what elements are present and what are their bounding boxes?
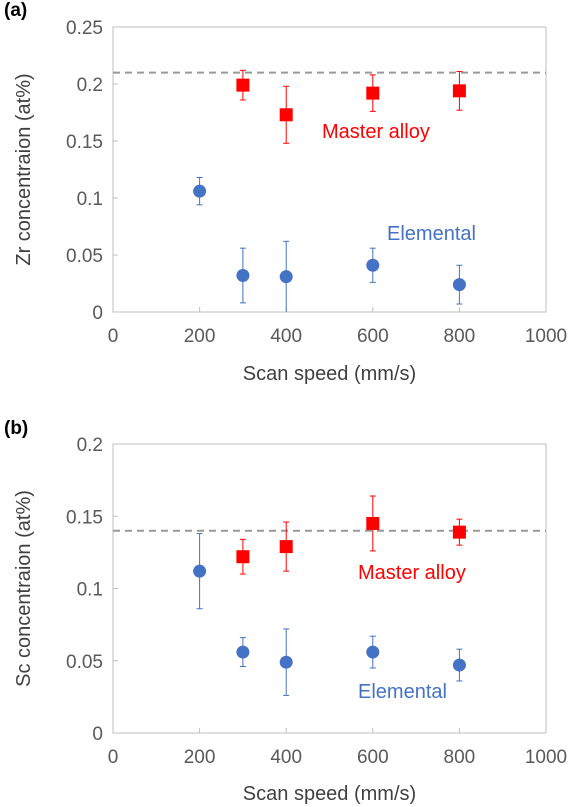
x-tick-label: 800 <box>444 747 476 768</box>
data-point-master-alloy <box>236 78 250 92</box>
chart-panel-a: (a) 0 200 400 600 800 1000 0 0.05 0.1 0.15 0.2 0.2… <box>4 0 567 385</box>
y-axis-label: Sc concentraion (at%) <box>13 490 35 687</box>
series-label-master-alloy: Master alloy <box>322 121 430 143</box>
series-label-master-alloy: Master alloy <box>358 562 466 584</box>
x-tick-label: 1000 <box>525 326 567 347</box>
x-tick-label: 200 <box>184 747 216 768</box>
x-tick-label: 800 <box>444 326 476 347</box>
x-axis-label: Scan speed (mm/s) <box>243 363 416 385</box>
data-point-elemental <box>279 655 293 669</box>
y-tick-label: 0.05 <box>66 652 103 673</box>
y-tick-label: 0.2 <box>77 435 103 456</box>
data-point-elemental <box>193 184 207 198</box>
x-tick-label: 1000 <box>525 747 567 768</box>
y-tick-labels: 0 0.05 0.1 0.15 0.2 0.25 <box>66 18 103 324</box>
data-point-master-alloy <box>366 86 380 100</box>
data-marks <box>193 495 466 696</box>
data-point-elemental <box>452 658 466 672</box>
panel-label: (a) <box>4 0 27 21</box>
y-tick-label: 0.15 <box>66 132 103 153</box>
x-tick-label: 400 <box>270 326 302 347</box>
data-point-elemental <box>366 258 380 272</box>
data-point-elemental <box>279 270 293 284</box>
y-tick-label: 0 <box>92 303 103 324</box>
x-tick-labels: 0 200 400 600 800 1000 <box>108 747 567 768</box>
panel-label: (b) <box>4 418 28 439</box>
data-marks <box>193 69 466 312</box>
x-tick-label: 200 <box>184 326 216 347</box>
y-tick-label: 0.25 <box>66 18 103 39</box>
y-tick-label: 0.1 <box>77 580 103 601</box>
data-point-elemental <box>452 278 466 292</box>
y-tick-label: 0.2 <box>77 75 103 96</box>
plot-area <box>112 443 547 734</box>
y-tick-label: 0.15 <box>66 507 103 528</box>
plot-area <box>112 26 547 313</box>
data-point-elemental <box>366 645 380 659</box>
tick-marks <box>112 26 547 313</box>
data-point-elemental <box>236 645 250 659</box>
data-point-master-alloy <box>236 550 250 564</box>
x-tick-label: 600 <box>357 747 389 768</box>
data-point-master-alloy <box>279 108 293 122</box>
data-point-elemental <box>193 564 207 578</box>
x-axis-label: Scan speed (mm/s) <box>243 783 416 805</box>
x-tick-label: 0 <box>108 747 119 768</box>
series-label-elemental: Elemental <box>358 681 447 703</box>
data-point-elemental <box>236 269 250 283</box>
chart-panel-b: (b) 0 200 400 600 800 1000 0 0.05 0.1 0.15 0.2 Ma… <box>4 418 567 805</box>
y-axis-label: Zr concentraion (at%) <box>13 73 35 265</box>
data-point-master-alloy <box>279 540 293 554</box>
y-tick-label: 0.1 <box>77 189 103 210</box>
data-point-master-alloy <box>366 516 380 530</box>
data-point-master-alloy <box>452 84 466 98</box>
series-label-elemental: Elemental <box>387 223 476 245</box>
y-tick-label: 0.05 <box>66 246 103 267</box>
x-tick-label: 600 <box>357 326 389 347</box>
data-point-master-alloy <box>452 525 466 539</box>
y-tick-label: 0 <box>92 724 103 745</box>
x-tick-label: 400 <box>270 747 302 768</box>
tick-marks <box>112 443 547 734</box>
y-tick-labels: 0 0.05 0.1 0.15 0.2 <box>66 435 103 745</box>
x-tick-label: 0 <box>108 326 119 347</box>
x-tick-labels: 0 200 400 600 800 1000 <box>108 326 567 347</box>
